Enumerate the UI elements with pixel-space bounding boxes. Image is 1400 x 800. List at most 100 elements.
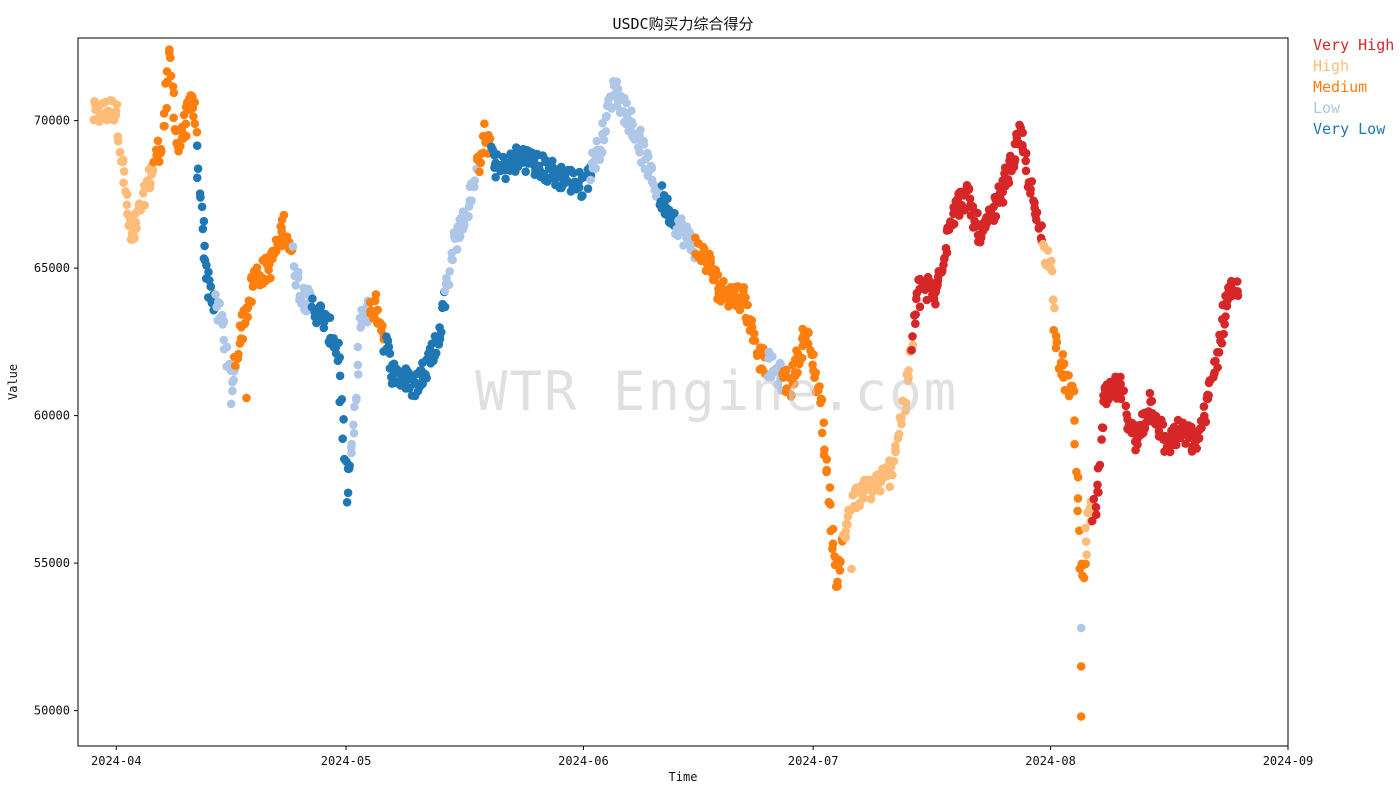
plot-frame xyxy=(77,37,1289,747)
data-point xyxy=(586,175,595,185)
data-point xyxy=(891,447,900,457)
data-point xyxy=(541,157,550,167)
data-point xyxy=(1030,198,1039,208)
data-point xyxy=(338,434,348,444)
data-point xyxy=(491,172,501,182)
data-point xyxy=(335,371,345,381)
data-point xyxy=(1079,573,1089,583)
data-point xyxy=(166,53,175,62)
chart-title: USDC购买力综合得分 xyxy=(612,15,754,33)
data-point xyxy=(1160,431,1170,441)
data-point xyxy=(1003,178,1012,188)
data-point xyxy=(1081,559,1090,569)
data-point xyxy=(1021,156,1030,166)
data-point xyxy=(166,71,176,81)
data-point xyxy=(1158,420,1168,429)
data-point xyxy=(1214,348,1224,357)
data-point xyxy=(431,348,441,358)
data-point xyxy=(1171,440,1181,450)
data-point xyxy=(973,208,982,218)
data-point xyxy=(464,212,473,221)
data-point xyxy=(1089,494,1099,504)
data-point xyxy=(613,84,623,94)
data-point xyxy=(119,178,128,188)
data-point xyxy=(476,158,486,168)
y-tick-label: 70000 xyxy=(34,114,70,128)
data-point xyxy=(1043,246,1053,255)
data-point xyxy=(599,135,609,145)
data-point xyxy=(447,254,456,264)
data-point xyxy=(140,200,149,210)
data-point xyxy=(583,184,593,193)
data-point xyxy=(240,319,249,329)
data-point xyxy=(889,457,899,466)
data-point xyxy=(894,429,904,439)
data-point xyxy=(219,335,229,345)
data-point xyxy=(1145,388,1155,398)
data-point xyxy=(1081,523,1090,533)
data-point xyxy=(179,110,189,120)
data-point xyxy=(1076,712,1086,721)
watermark: WTR Engine.com xyxy=(475,360,959,423)
data-point xyxy=(822,455,831,464)
data-point xyxy=(160,121,169,131)
data-point xyxy=(467,196,476,205)
data-point xyxy=(291,281,301,290)
data-point xyxy=(804,328,813,338)
data-point xyxy=(1217,339,1227,348)
data-point xyxy=(354,370,363,379)
data-point xyxy=(325,313,335,323)
data-point xyxy=(192,141,202,150)
data-point xyxy=(202,261,211,270)
x-axis-label: Time xyxy=(668,770,698,784)
data-point xyxy=(891,441,900,451)
data-point xyxy=(429,356,438,366)
data-point xyxy=(1081,537,1091,546)
data-point xyxy=(384,342,394,351)
data-point xyxy=(908,332,917,341)
data-point xyxy=(915,302,925,312)
data-point xyxy=(350,402,359,412)
data-point xyxy=(1027,177,1037,186)
data-point xyxy=(199,216,209,226)
data-point xyxy=(557,162,566,172)
data-point xyxy=(855,501,864,511)
data-point xyxy=(182,131,191,141)
data-point xyxy=(226,399,236,409)
data-point xyxy=(242,393,251,403)
data-point xyxy=(231,361,240,371)
data-point xyxy=(897,413,906,422)
data-point xyxy=(875,486,885,496)
data-point xyxy=(229,375,238,385)
data-point xyxy=(591,164,601,173)
data-point xyxy=(719,285,729,294)
data-point xyxy=(1220,320,1229,329)
data-point xyxy=(123,190,132,199)
data-point xyxy=(189,112,198,121)
data-point xyxy=(195,189,205,198)
data-point xyxy=(976,233,986,242)
data-point xyxy=(343,488,353,498)
data-point xyxy=(445,267,455,276)
data-point xyxy=(1092,510,1101,519)
data-point xyxy=(622,98,631,108)
legend-item-medium: Medium xyxy=(1313,78,1368,96)
data-point xyxy=(342,498,352,507)
data-point xyxy=(925,277,935,287)
y-axis-label: Value xyxy=(6,363,20,400)
data-point xyxy=(1059,359,1069,368)
data-point xyxy=(1021,166,1031,176)
data-point xyxy=(501,174,510,184)
y-tick-label: 60000 xyxy=(34,409,70,423)
legend-item-very-low: Very Low xyxy=(1313,120,1386,138)
data-point xyxy=(911,310,920,319)
data-point xyxy=(885,482,895,492)
data-point xyxy=(279,210,289,220)
legend: Very High High Medium Low Very Low xyxy=(1313,35,1394,140)
data-point xyxy=(197,202,207,212)
data-point xyxy=(349,428,359,438)
data-point xyxy=(741,293,750,302)
data-point xyxy=(339,415,348,424)
data-point xyxy=(822,465,831,475)
data-point xyxy=(601,127,611,136)
